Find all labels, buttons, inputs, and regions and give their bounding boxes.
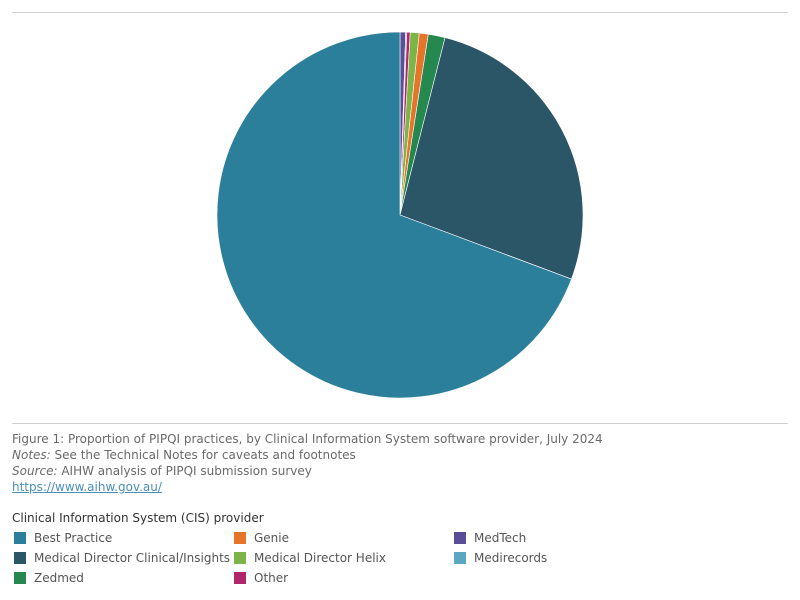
legend-swatch-icon: [14, 552, 26, 564]
pie-chart: [216, 31, 584, 399]
notes-label: Notes:: [12, 448, 51, 462]
source-label: Source:: [12, 464, 58, 478]
legend-title: Clinical Information System (CIS) provid…: [12, 511, 264, 525]
legend-swatch-icon: [234, 552, 246, 564]
caption-divider: [12, 423, 788, 424]
legend-item[interactable]: Other: [232, 570, 452, 586]
legend-swatch-icon: [14, 532, 26, 544]
legend-label: Medical Director Helix: [254, 551, 386, 565]
legend-item[interactable]: Medical Director Helix: [232, 550, 452, 566]
notes-line: Notes: See the Technical Notes for cavea…: [12, 447, 603, 463]
source-link[interactable]: https://www.aihw.gov.au/: [12, 480, 162, 494]
source-line: Source: AIHW analysis of PIPQI submissio…: [12, 463, 603, 479]
legend-grid: Best Practice Genie MedTech Medical Directo…: [12, 530, 792, 586]
pie-slice-medical-director-clinical-insights[interactable]: [399, 37, 584, 280]
legend-swatch-icon: [14, 572, 26, 584]
legend-item[interactable]: Zedmed: [12, 570, 232, 586]
legend-label: Genie: [254, 531, 290, 545]
legend-label: Best Practice: [34, 531, 113, 545]
legend-swatch-icon: [454, 552, 466, 564]
legend-item[interactable]: Genie: [232, 530, 452, 546]
legend-swatch-icon: [234, 572, 246, 584]
legend-swatch-icon: [454, 532, 466, 544]
legend-item[interactable]: MedTech: [452, 530, 672, 546]
legend-swatch-icon: [234, 532, 246, 544]
legend-label: Other: [254, 571, 289, 585]
legend-label: Zedmed: [34, 571, 84, 585]
figure-title: Figure 1: Proportion of PIPQI practices,…: [12, 432, 603, 446]
legend-label: MedTech: [474, 531, 527, 545]
top-divider: [12, 12, 788, 13]
legend-item[interactable]: Medirecords: [452, 550, 672, 566]
legend-label: Medirecords: [474, 551, 548, 565]
source-link-line: https://www.aihw.gov.au/: [12, 479, 603, 495]
pie-slice-best-practice[interactable]: [216, 31, 572, 399]
notes-text: See the Technical Notes for caveats and …: [50, 448, 356, 462]
figure-caption: Figure 1: Proportion of PIPQI practices,…: [12, 431, 603, 495]
legend-item[interactable]: Medical Director Clinical/Insights: [12, 550, 232, 566]
legend-item[interactable]: Best Practice: [12, 530, 232, 546]
legend-label: Medical Director Clinical/Insights: [34, 551, 231, 565]
source-text: AIHW analysis of PIPQI submission survey: [57, 464, 312, 478]
legend: Clinical Information System (CIS) provid…: [12, 510, 792, 586]
